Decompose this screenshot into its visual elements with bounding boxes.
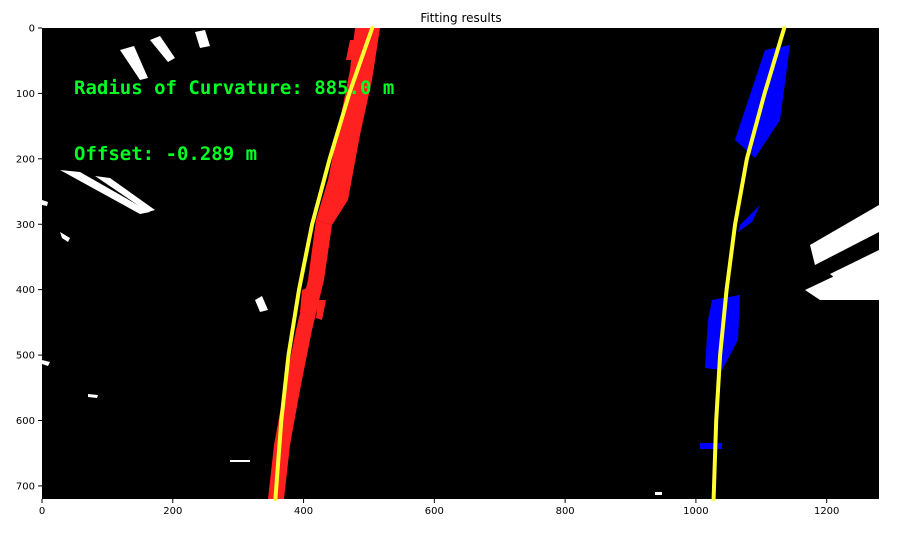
- background-noise: [42, 30, 879, 495]
- offset-label: Offset: -0.289 m: [74, 143, 257, 165]
- x-tick-label: 600: [425, 506, 444, 517]
- image-area: [42, 28, 879, 499]
- left-lane-fit-line: [273, 26, 375, 501]
- x-tick-label: 1000: [683, 506, 708, 517]
- y-tick-label: 300: [16, 220, 35, 231]
- right-lane-fit-line: [711, 26, 787, 501]
- y-tick-label: 500: [16, 351, 35, 362]
- y-tick-label: 600: [16, 416, 35, 427]
- radius-of-curvature-label: Radius of Curvature: 885.0 m: [74, 77, 394, 99]
- y-tick-label: 200: [16, 154, 35, 165]
- chart-title: Fitting results: [420, 11, 501, 25]
- left-lane-pixels: [268, 28, 380, 499]
- y-tick-label: 0: [29, 24, 35, 35]
- x-tick-label: 400: [294, 506, 313, 517]
- y-tick-label: 100: [16, 89, 35, 100]
- x-tick-label: 200: [163, 506, 182, 517]
- x-tick-label: 800: [556, 506, 575, 517]
- x-tick-label: 1200: [814, 506, 839, 517]
- x-tick-label: 0: [39, 506, 45, 517]
- x-axis: 0 200 400 600 800 1000 1200: [39, 499, 839, 517]
- y-tick-label: 400: [16, 285, 35, 296]
- y-axis: 0 100 200 300 400 500 600 700: [16, 24, 42, 492]
- y-tick-label: 700: [16, 481, 35, 492]
